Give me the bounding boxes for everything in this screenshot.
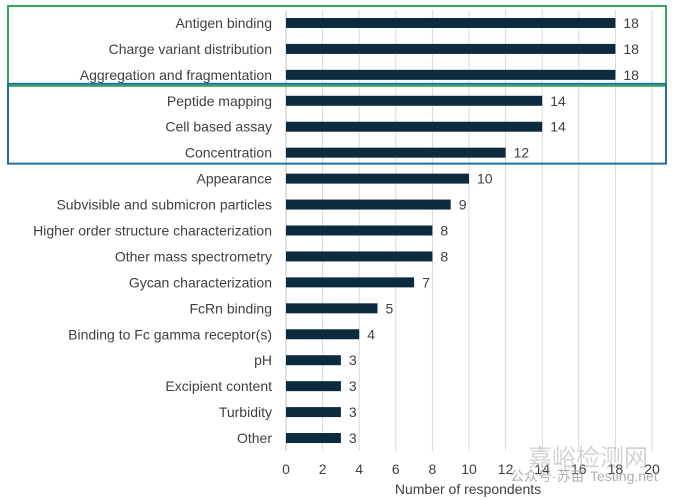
x-tick-label: 12 [498, 461, 514, 477]
category-label: Excipient content [165, 378, 272, 394]
value-label: 7 [422, 274, 430, 290]
value-label: 3 [349, 352, 357, 368]
category-label: FcRn binding [190, 300, 273, 316]
watermark-main-text: 嘉峪检测网 [528, 445, 648, 472]
bar [286, 43, 616, 54]
x-tick-label: 6 [392, 461, 400, 477]
category-label: Charge variant distribution [109, 41, 272, 57]
x-tick-label: 14 [534, 461, 550, 477]
bars [286, 17, 616, 444]
category-label: Concentration [185, 145, 272, 161]
x-tick-labels: 0 2 4 6 8 10 12 14 16 18 20 [282, 461, 660, 477]
bar [286, 147, 506, 158]
watermark-url-text: Testing.net [590, 468, 658, 484]
value-label: 8 [440, 223, 448, 239]
bar [286, 303, 378, 314]
value-label: 18 [623, 67, 639, 83]
category-label: Aggregation and fragmentation [80, 67, 272, 83]
value-label: 5 [386, 300, 394, 316]
value-label: 14 [550, 119, 566, 135]
highlight-box [7, 5, 667, 87]
x-tick-label: 2 [319, 461, 327, 477]
category-label: Other [237, 430, 272, 446]
bar [286, 355, 341, 366]
x-tick-label: 20 [644, 461, 660, 477]
value-label: 8 [440, 248, 448, 264]
value-label: 18 [623, 15, 639, 31]
bar [286, 407, 341, 418]
bar [286, 277, 415, 288]
bar [286, 251, 433, 262]
value-label: 9 [459, 197, 467, 213]
watermark: 嘉峪检测网 公众号·苏苗 Testing.net [510, 445, 658, 484]
category-labels: Antigen binding Charge variant distributi… [33, 15, 272, 446]
x-tick-label: 16 [571, 461, 587, 477]
category-label: Cell based assay [165, 119, 272, 135]
value-label: 14 [550, 93, 566, 109]
bar [286, 17, 616, 28]
category-label: Subvisible and submicron particles [56, 197, 272, 213]
bar [286, 121, 543, 132]
category-label: Other mass spectrometry [115, 248, 272, 264]
bar [286, 199, 451, 210]
category-label: Gycan characterization [129, 274, 272, 290]
highlight-box [7, 82, 667, 165]
x-tick-label: 4 [355, 461, 363, 477]
x-tick-label: 18 [608, 461, 624, 477]
x-tick-label: 0 [282, 461, 290, 477]
category-label: Binding to Fc gamma receptor(s) [68, 326, 272, 342]
value-label: 3 [349, 378, 357, 394]
value-label: 18 [623, 41, 639, 57]
bar [286, 95, 543, 106]
x-tick-label: 10 [461, 461, 477, 477]
bar [286, 433, 341, 444]
watermark-sub-text: 公众号·苏苗 [510, 468, 585, 484]
x-axis-title: Number of respondents [395, 481, 541, 497]
highlight-boxes [7, 5, 667, 165]
value-label: 3 [349, 430, 357, 446]
category-label: Peptide mapping [167, 93, 272, 109]
bar [286, 381, 341, 392]
bar [286, 173, 469, 184]
category-label: pH [254, 352, 272, 368]
category-label: Antigen binding [175, 15, 272, 31]
bar [286, 69, 616, 80]
x-tick-label: 8 [429, 461, 437, 477]
category-label: Higher order structure characterization [33, 223, 272, 239]
value-label: 4 [367, 326, 375, 342]
bar [286, 225, 433, 236]
value-label: 10 [477, 171, 493, 187]
bar [286, 329, 360, 340]
value-label: 12 [514, 145, 530, 161]
category-label: Appearance [196, 171, 272, 187]
value-label: 3 [349, 404, 357, 420]
category-label: Turbidity [219, 404, 272, 420]
